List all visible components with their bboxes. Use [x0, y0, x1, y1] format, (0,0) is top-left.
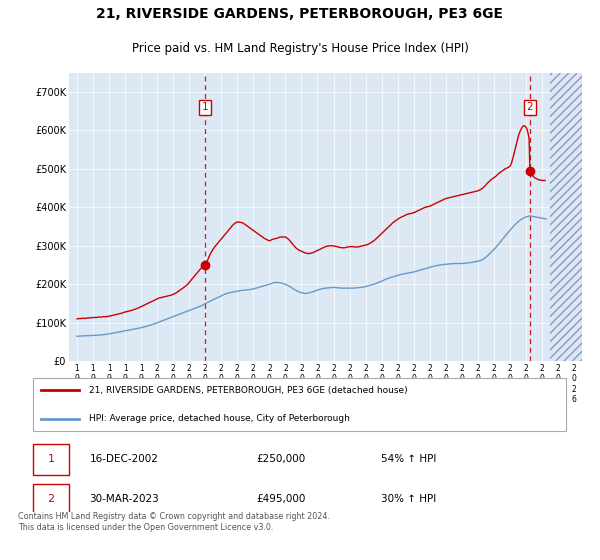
Text: 30-MAR-2023: 30-MAR-2023	[89, 494, 159, 504]
Text: HPI: Average price, detached house, City of Peterborough: HPI: Average price, detached house, City…	[89, 414, 350, 423]
Text: 1: 1	[202, 102, 209, 113]
Text: Contains HM Land Registry data © Crown copyright and database right 2024.
This d: Contains HM Land Registry data © Crown c…	[18, 512, 330, 532]
FancyBboxPatch shape	[33, 445, 70, 475]
Text: 16-DEC-2002: 16-DEC-2002	[89, 455, 158, 464]
Text: 30% ↑ HPI: 30% ↑ HPI	[381, 494, 436, 504]
Text: 21, RIVERSIDE GARDENS, PETERBOROUGH, PE3 6GE: 21, RIVERSIDE GARDENS, PETERBOROUGH, PE3…	[97, 7, 503, 21]
Text: 2: 2	[527, 102, 533, 113]
Bar	[550, 73, 582, 361]
FancyBboxPatch shape	[33, 378, 566, 431]
Text: 21, RIVERSIDE GARDENS, PETERBOROUGH, PE3 6GE (detached house): 21, RIVERSIDE GARDENS, PETERBOROUGH, PE3…	[89, 386, 408, 395]
Text: £250,000: £250,000	[257, 455, 306, 464]
FancyBboxPatch shape	[33, 484, 70, 514]
Text: Price paid vs. HM Land Registry's House Price Index (HPI): Price paid vs. HM Land Registry's House …	[131, 42, 469, 55]
Text: £495,000: £495,000	[257, 494, 306, 504]
Text: 54% ↑ HPI: 54% ↑ HPI	[381, 455, 436, 464]
Text: 1: 1	[47, 455, 55, 464]
Text: 2: 2	[47, 494, 55, 504]
